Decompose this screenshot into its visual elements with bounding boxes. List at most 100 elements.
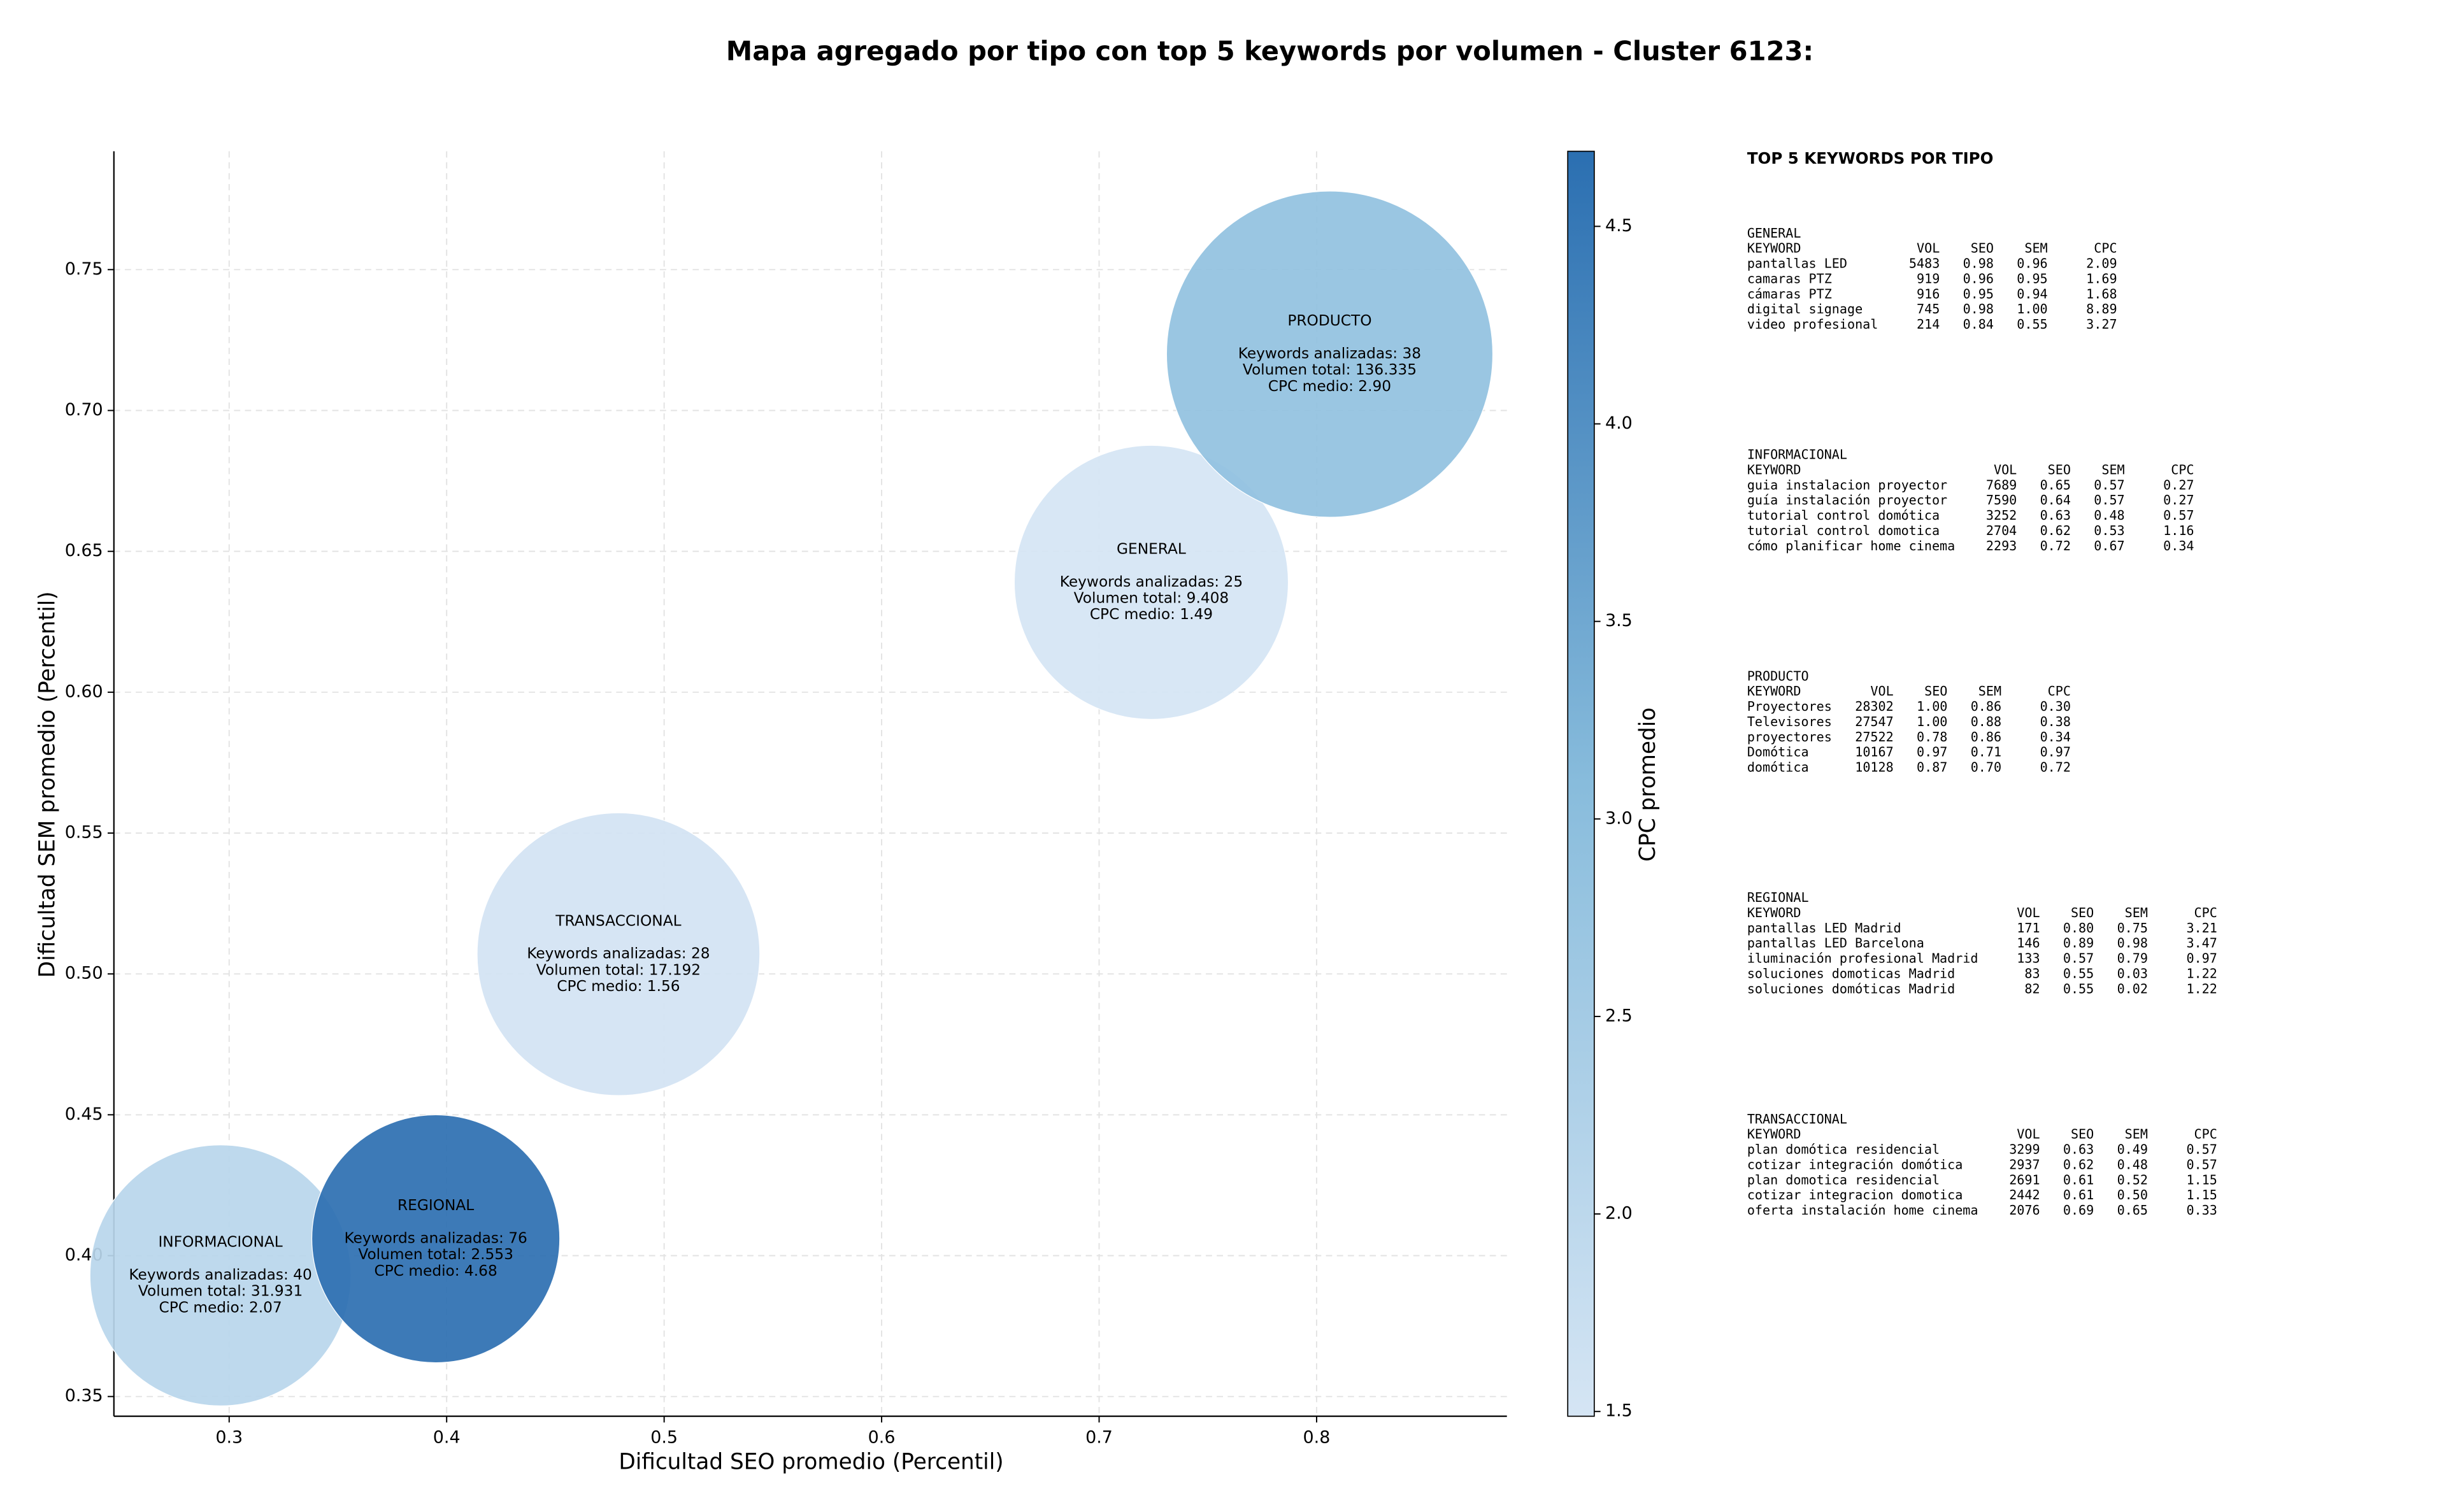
table-cell: oferta instalación home cinema xyxy=(1747,1202,1978,1218)
bubble-annotation: Keywords analizadas: 40 xyxy=(129,1266,311,1283)
table-cell: 0.65 xyxy=(2117,1202,2148,1218)
bubble-annotation: CPC medio: 1.49 xyxy=(1090,606,1213,623)
table-cell: 0.34 xyxy=(2040,729,2071,745)
bubble-annotation: CPC medio: 2.07 xyxy=(159,1299,282,1316)
table-header: SEM xyxy=(2101,462,2124,477)
table-cell: 214 xyxy=(1917,317,1940,332)
colorbar-tick-label: 2.0 xyxy=(1605,1204,1633,1223)
table-cell: 1.00 xyxy=(1917,699,1947,714)
table-cell: 0.64 xyxy=(2040,492,2071,508)
table-cell: 0.75 xyxy=(2117,920,2148,936)
colorbar-tick-label: 2.5 xyxy=(1605,1006,1633,1025)
table-cell: 0.55 xyxy=(2063,966,2094,981)
table-cell: 0.79 xyxy=(2117,951,2148,966)
x-tick-label: 0.7 xyxy=(1085,1427,1113,1447)
table-cell: tutorial control domótica xyxy=(1747,508,1940,523)
table-cell: 745 xyxy=(1917,301,1940,317)
table-header: SEM xyxy=(2024,241,2047,256)
table-cell: 0.65 xyxy=(2040,477,2071,492)
table-cell: 0.78 xyxy=(1917,729,1947,745)
bubble xyxy=(1013,445,1289,720)
table-header: SEO xyxy=(2071,905,2094,920)
table-cell: video profesional xyxy=(1747,317,1878,332)
table-cell: 133 xyxy=(2017,951,2040,966)
bubble-name: PRODUCTO xyxy=(1287,312,1371,329)
table-header: SEO xyxy=(1924,683,1947,699)
y-tick-label: 0.50 xyxy=(65,964,103,983)
table-cell: 1.15 xyxy=(2186,1187,2217,1202)
bubble-annotation: Keywords analizadas: 76 xyxy=(344,1229,527,1246)
table-header: SEO xyxy=(2048,462,2071,477)
table-header: KEYWORD xyxy=(1747,683,1801,699)
table-cell: pantallas LED xyxy=(1747,256,1847,271)
table-cell: 10128 xyxy=(1855,760,1893,775)
x-tick-label: 0.5 xyxy=(650,1427,678,1447)
table-cell: 0.88 xyxy=(1971,714,2001,729)
chart-title: Mapa agregado por tipo con top 5 keyword… xyxy=(726,35,1813,66)
colorbar-tick-label: 4.0 xyxy=(1605,413,1633,433)
table-cell: 1.22 xyxy=(2186,981,2217,996)
table-header: CPC xyxy=(2171,462,2194,477)
table-cell: 0.49 xyxy=(2117,1142,2148,1157)
table-cell: 1.68 xyxy=(2086,286,2117,301)
bubble-annotation: Keywords analizadas: 38 xyxy=(1238,345,1421,362)
table-cell: 0.97 xyxy=(2040,745,2071,760)
table-cell: 3.21 xyxy=(2186,920,2217,936)
table-cell: 2704 xyxy=(1986,523,2017,538)
y-tick-label: 0.65 xyxy=(65,541,103,560)
table-cell: pantallas LED Madrid xyxy=(1747,920,1901,936)
table-cell: domótica xyxy=(1747,760,1809,775)
table-header: SEM xyxy=(2125,1127,2148,1142)
colorbar-label: CPC promedio xyxy=(1635,708,1661,862)
table-header: VOL xyxy=(1870,683,1893,699)
table-cell: 0.57 xyxy=(2186,1142,2217,1157)
bubble-name: REGIONAL xyxy=(397,1197,474,1214)
bubble-name: GENERAL xyxy=(1117,540,1186,557)
table-cell: 5483 xyxy=(1909,256,1940,271)
bubble xyxy=(311,1114,561,1364)
table-cell: 1.00 xyxy=(2017,301,2047,317)
table-header: CPC xyxy=(2094,241,2117,256)
table-cell: 0.86 xyxy=(1971,699,2001,714)
table-cell: pantallas LED Barcelona xyxy=(1747,936,1924,951)
table-cell: 0.63 xyxy=(2063,1142,2094,1157)
table-cell: 919 xyxy=(1917,271,1940,286)
x-tick-label: 0.8 xyxy=(1303,1427,1331,1447)
table-cell: 3252 xyxy=(1986,508,2017,523)
table-cell: 0.57 xyxy=(2094,477,2124,492)
bubble xyxy=(1166,190,1494,518)
table-cell: 0.27 xyxy=(2163,492,2194,508)
table-cell: 1.15 xyxy=(2186,1172,2217,1187)
x-axis-label: Dificultad SEO promedio (Percentil) xyxy=(619,1450,1003,1475)
bubble-annotation: Volumen total: 2.553 xyxy=(358,1246,513,1263)
table-cell: 0.72 xyxy=(2040,760,2071,775)
table-cell: 0.33 xyxy=(2186,1202,2217,1218)
bubble-annotation: Volumen total: 17.192 xyxy=(536,961,701,978)
table-cell: 0.55 xyxy=(2017,317,2047,332)
table-cell: 0.86 xyxy=(1971,729,2001,745)
table-cell: 146 xyxy=(2017,936,2040,951)
table-cell: 0.63 xyxy=(2040,508,2071,523)
table-cell: 0.96 xyxy=(2017,256,2047,271)
table-cell: 0.50 xyxy=(2117,1187,2148,1202)
table-cell: 3.47 xyxy=(2186,936,2217,951)
table-cell: guía instalación proyector xyxy=(1747,492,1947,508)
table-cell: 0.55 xyxy=(2063,981,2094,996)
table-cell: 10167 xyxy=(1855,745,1893,760)
table-cell: 0.95 xyxy=(1963,286,1994,301)
y-tick-label: 0.70 xyxy=(65,400,103,420)
bubble-annotation: CPC medio: 2.90 xyxy=(1268,378,1391,395)
table-cell: 0.89 xyxy=(2063,936,2094,951)
y-tick-label: 0.35 xyxy=(65,1386,103,1406)
table-cell: 0.72 xyxy=(2040,538,2071,553)
table-header: VOL xyxy=(2017,905,2040,920)
section-name: REGIONAL xyxy=(1747,890,1809,905)
table-header: CPC xyxy=(2194,905,2217,920)
section-name: TRANSACCIONAL xyxy=(1747,1111,1847,1127)
table-header: KEYWORD xyxy=(1747,462,1801,477)
table-cell: 0.94 xyxy=(2017,286,2047,301)
table-header: CPC xyxy=(2194,1127,2217,1142)
table-header: VOL xyxy=(2017,1127,2040,1142)
